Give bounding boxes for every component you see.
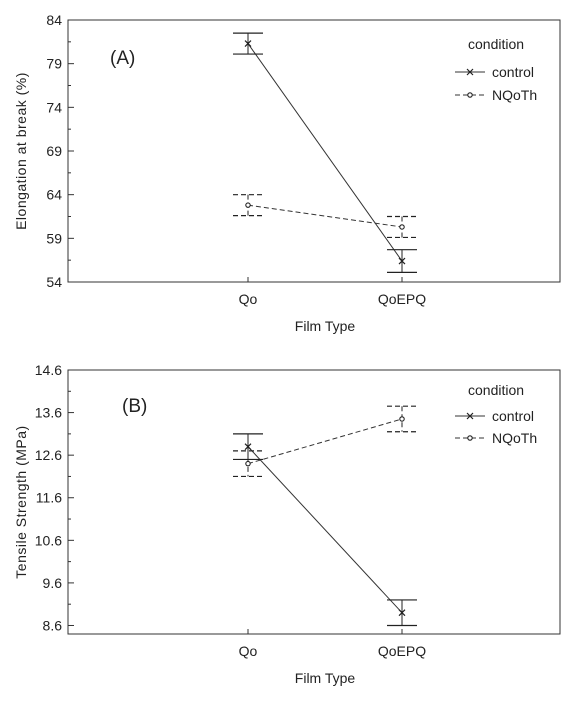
y-tick-label: 10.6 [35,532,62,548]
legend-marker [466,68,474,76]
y-axis-title: Elongation at break (%) [13,72,29,230]
y-tick-label: 8.6 [43,617,63,633]
legend-label: control [492,64,534,80]
x-tick-label: Qo [239,643,258,659]
panel-b: 8.6 9.6 10.6 11.6 12.6 13.6 14.6 Qo QoEPQ Film Ty… [13,362,561,686]
y-tick-label: 9.6 [43,575,63,591]
panel-b-plot-frame [67,369,561,635]
legend-marker [467,435,473,441]
data-point [399,224,405,230]
y-tick-label: 14.6 [35,362,62,378]
series-nqoth-line [247,204,403,228]
y-tick-label: 84 [46,12,62,28]
y-tick-label: 11.6 [36,490,62,506]
y-axis-title: Tensile Strength (MPa) [13,425,29,578]
legend-item-control: control [455,408,534,424]
legend-item-nqoth: NQoTh [455,430,537,446]
legend: condition control NQoTh [455,36,537,103]
series-nqoth-line [247,418,403,465]
data-point [398,609,406,617]
y-tick-label: 79 [46,56,62,72]
series-control-line [247,446,403,614]
legend-marker [467,92,473,98]
panel-label: (A) [110,48,135,69]
series-control-line [247,43,403,262]
panel-label: (B) [122,396,147,417]
legend-label: NQoTh [492,430,537,446]
data-point [245,202,251,208]
x-axis-title: Film Type [295,670,356,686]
legend-title: condition [468,382,524,398]
y-tick-label: 74 [46,99,62,115]
legend-item-nqoth: NQoTh [455,87,537,103]
legend-label: NQoTh [492,87,537,103]
data-point [244,443,252,451]
y-tick-label: 12.6 [35,447,62,463]
data-point [245,460,251,467]
data-point [398,257,406,265]
x-tick-label: QoEPQ [378,643,426,659]
legend: condition control NQoTh [455,382,537,446]
legend-label: control [492,408,534,424]
panel-a-plot-frame [67,19,561,283]
data-point [244,40,252,48]
y-tick-label: 59 [46,230,62,246]
y-tick-label: 64 [46,187,62,203]
series-nqoth [233,405,417,478]
y-tick-label: 13.6 [35,405,62,421]
panel-a: 54 59 64 69 74 79 84 Qo QoEPQ Film Type Elongation… [13,12,561,334]
y-tick-label: 54 [46,274,62,290]
series-nqoth [233,194,417,239]
series-control [233,32,417,273]
legend-marker [466,412,474,420]
y-tick-label: 69 [46,143,62,159]
x-tick-label: QoEPQ [378,291,426,307]
data-point [399,416,405,422]
legend-title: condition [468,36,524,52]
series-control [233,433,417,627]
x-axis-title: Film Type [295,318,356,334]
x-tick-label: Qo [239,291,258,307]
legend-item-control: control [455,64,534,80]
